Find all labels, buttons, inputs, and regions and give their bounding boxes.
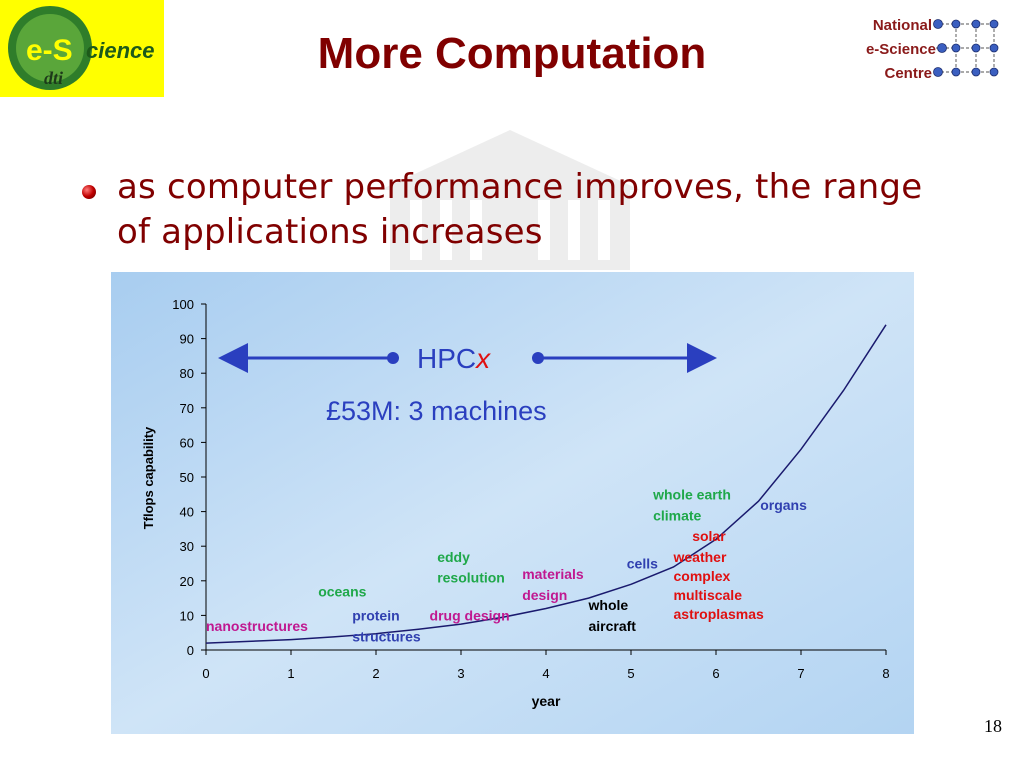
y-tick-label: 40 <box>180 505 194 520</box>
building-watermark <box>360 130 660 275</box>
performance-curve <box>205 324 887 644</box>
x-tick-label: 0 <box>202 666 209 681</box>
hpc-arrow-left-dot <box>387 352 399 364</box>
hpc-prefix: HPC <box>417 343 476 374</box>
logo-main-text: e-S <box>26 34 73 67</box>
y-tick-label: 10 <box>180 608 194 623</box>
chart-panel: 0 10 20 30 40 50 60 70 80 90 100 0 1 2 3 4 5 6 7 8 HPCx £53… <box>111 272 914 734</box>
application-label: materials <box>522 566 584 582</box>
application-label: resolution <box>437 570 505 586</box>
y-axis-label: Tflops capability <box>141 426 156 529</box>
application-label: oceans <box>318 583 366 599</box>
application-label: structures <box>352 628 421 644</box>
application-label: complex <box>674 568 731 584</box>
cost-label: £53M: 3 machines <box>326 396 547 426</box>
application-label: eddy <box>437 549 470 565</box>
slide-title: More Computation <box>317 29 707 78</box>
y-tick-label: 50 <box>180 470 194 485</box>
logo-dti-text: dti <box>44 68 63 88</box>
x-axis-label: year <box>532 693 561 709</box>
hpc-label: HPCx <box>417 343 491 374</box>
logo-sub-text: cience <box>86 38 155 63</box>
network-grid-icon: National e-Science Centre <box>866 17 999 82</box>
bullet-dot-icon <box>82 185 96 199</box>
e-science-dti-logo-icon: e-S cience dti <box>8 6 155 90</box>
y-tick-label: 90 <box>180 332 194 347</box>
application-label: weather <box>673 549 727 565</box>
y-tick-label: 80 <box>180 366 194 381</box>
application-label: organs <box>760 497 807 513</box>
application-label: cells <box>627 556 658 572</box>
application-label: whole earth <box>652 486 731 502</box>
logo-line-2: e-Science <box>866 41 936 58</box>
hpc-annotation: HPCx £53M: 3 machines <box>218 343 717 426</box>
application-label: multiscale <box>674 587 743 603</box>
application-label: nanostructures <box>206 618 308 634</box>
application-label: climate <box>653 507 701 523</box>
x-tick-label: 3 <box>457 666 464 681</box>
x-tick-label: 1 <box>287 666 294 681</box>
x-tick-label: 4 <box>542 666 549 681</box>
application-label: protein <box>352 608 399 624</box>
tflops-chart: 0 10 20 30 40 50 60 70 80 90 100 0 1 2 3 4 5 6 7 8 HPCx £53… <box>111 272 914 734</box>
y-tick-label: 60 <box>180 435 194 450</box>
application-label: astroplasmas <box>674 606 764 622</box>
slide-number: 18 <box>984 716 1002 736</box>
application-label: design <box>522 587 567 603</box>
y-tick-label: 30 <box>180 539 194 554</box>
application-label: solar <box>692 528 726 544</box>
x-tick-label: 5 <box>627 666 634 681</box>
x-tick-label: 6 <box>712 666 719 681</box>
application-label: aircraft <box>589 618 637 634</box>
logo-line-3: Centre <box>884 65 932 82</box>
x-tick-label: 8 <box>882 666 889 681</box>
application-label: whole <box>588 597 629 613</box>
x-tick-label: 2 <box>372 666 379 681</box>
e-science-dti-logo: e-S cience dti <box>0 0 164 97</box>
hpc-arrow-right-dot <box>532 352 544 364</box>
hpc-suffix: x <box>474 343 491 374</box>
logo-line-1: National <box>873 17 932 34</box>
x-tick-label: 7 <box>797 666 804 681</box>
application-label: drug design <box>430 608 510 624</box>
y-tick-label: 20 <box>180 574 194 589</box>
y-tick-label: 70 <box>180 401 194 416</box>
national-e-science-centre-logo: National e-Science Centre <box>836 14 1006 84</box>
bullet-text: as computer performance improves, the ra… <box>117 167 923 252</box>
y-tick-label: 100 <box>172 297 194 312</box>
y-tick-label: 0 <box>187 643 194 658</box>
